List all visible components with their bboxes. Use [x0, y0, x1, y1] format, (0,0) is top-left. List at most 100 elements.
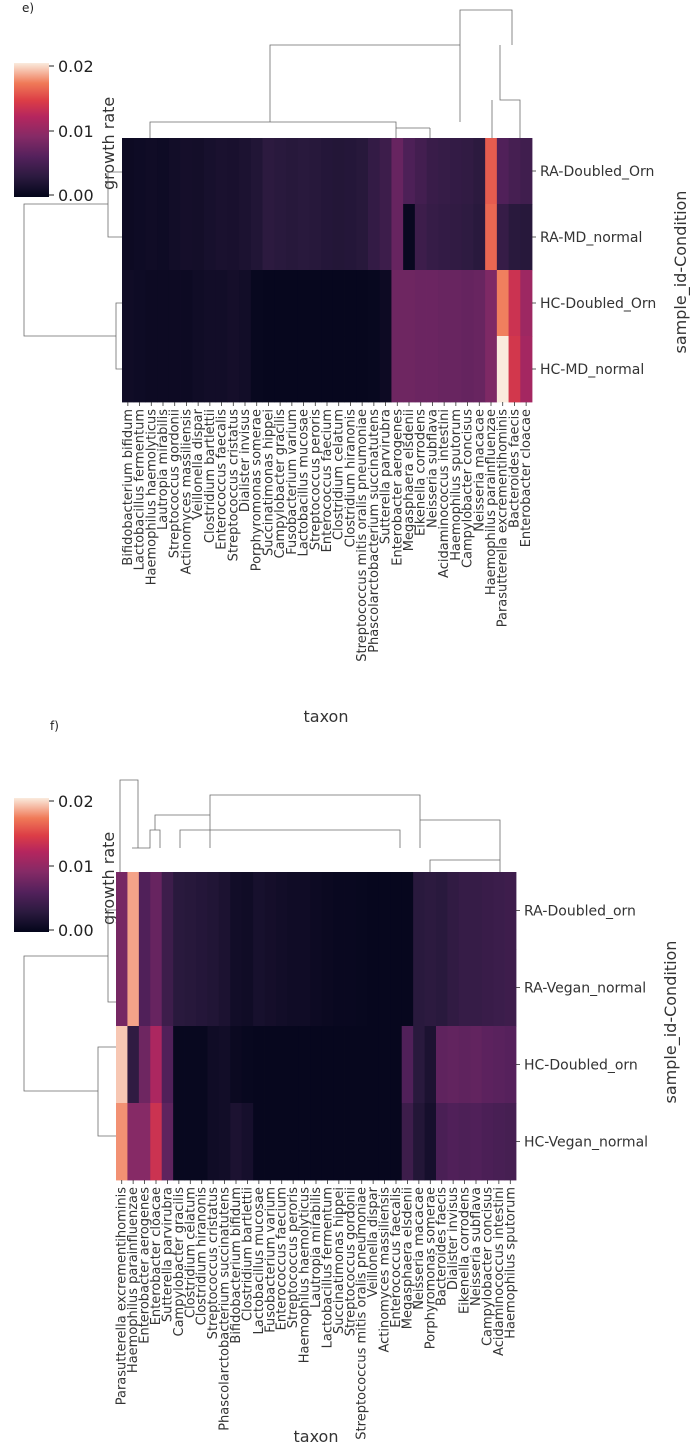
- heatmap-cell: [150, 949, 163, 1027]
- heatmap-cell: [250, 204, 263, 271]
- x-tick-label: Campylobacter concisus: [461, 409, 476, 568]
- heatmap-cell: [264, 949, 277, 1027]
- panel-label: e): [22, 1, 34, 15]
- heatmap-cell: [116, 949, 128, 1027]
- heatmap-cell: [253, 1103, 265, 1181]
- heatmap-cell: [122, 336, 135, 403]
- heatmap-cell: [157, 336, 170, 403]
- heatmap-cell: [413, 949, 425, 1027]
- heatmap-cell: [485, 138, 498, 205]
- heatmap-cell: [264, 1103, 277, 1181]
- heatmap-cell: [391, 138, 404, 205]
- heatmap-cell: [157, 204, 170, 271]
- heatmap-cell: [520, 270, 533, 337]
- colorbar-tick-label: 0.02: [58, 57, 94, 76]
- heatmap-cell: [344, 336, 357, 403]
- heatmap-cell: [367, 872, 380, 950]
- x-tick-label: Clostridium bartlettii: [203, 409, 218, 543]
- x-tick-label: Campylobacter gracilis: [172, 1187, 187, 1337]
- heatmap-cell: [310, 1103, 323, 1181]
- x-tick-label: Streptococcus gordonii: [168, 409, 183, 558]
- heatmap-cell: [180, 138, 193, 205]
- x-tick-label: Porphyromonas somerae: [250, 409, 265, 571]
- heatmap-cell: [297, 138, 310, 205]
- y-tick-label: RA-Doubled_Orn: [540, 164, 654, 180]
- heatmap-cell: [321, 270, 334, 337]
- heatmap-cell: [264, 872, 277, 950]
- x-tick-label: Haemophilus sputorum: [449, 409, 464, 561]
- heatmap-cell: [287, 949, 300, 1027]
- colorbar-tick-label: 0.01: [58, 857, 94, 876]
- heatmap-cell: [298, 949, 311, 1027]
- heatmap-cell: [390, 1026, 403, 1104]
- colorbar-tick-label: 0.00: [58, 186, 94, 205]
- x-tick-label: Enterobacter cloacae: [519, 409, 534, 547]
- heatmap-cell: [298, 872, 311, 950]
- heatmap-cell: [333, 872, 345, 950]
- heatmap-cell: [150, 1103, 163, 1181]
- x-tick-label: Haemophilus sputorum: [503, 1187, 518, 1339]
- heatmap-cell: [239, 270, 252, 337]
- heatmap-cell: [253, 949, 265, 1027]
- heatmap-cell: [391, 204, 404, 271]
- x-tick-label: Dialister invisus: [446, 1187, 461, 1290]
- heatmap-cell: [470, 949, 483, 1027]
- row-labels: RA-Doubled_Orn RA-MD_normal HC-Doubled_Orn…: [532, 164, 656, 378]
- x-tick-label: Streptococcus peroris: [308, 409, 323, 550]
- heatmap-cell: [133, 204, 146, 271]
- colorbar: [14, 798, 49, 932]
- heatmap-cell: [196, 949, 208, 1027]
- heatmap-cell: [230, 1026, 243, 1104]
- heatmap-cell: [133, 138, 146, 205]
- x-tick-label: Clostridium celatum: [183, 1187, 198, 1318]
- y-tick-label: HC-Doubled_Orn: [540, 296, 656, 312]
- x-tick-label: Campylobacter gracilis: [273, 409, 288, 559]
- row-labels: RA-Doubled_orn RA-Vegan_normal HC-Doubled_…: [516, 904, 648, 1151]
- heatmap-cell: [241, 949, 254, 1027]
- heatmap-cell: [496, 336, 509, 403]
- heatmap-cell: [127, 949, 140, 1027]
- heatmap-cell: [520, 204, 533, 271]
- heatmap-cell: [138, 949, 151, 1027]
- heatmap-cell: [520, 336, 533, 403]
- heatmap-cell: [356, 1103, 368, 1181]
- heatmap-cell: [438, 336, 451, 403]
- x-tick-label: Streptococcus peroris: [286, 1187, 301, 1328]
- heatmap-cell: [297, 336, 310, 403]
- heatmap-cell: [253, 872, 265, 950]
- heatmap-cell: [426, 138, 439, 205]
- row-dendrogram: [23, 909, 116, 1137]
- heatmap-cell: [344, 204, 357, 271]
- heatmap-cell: [287, 1026, 300, 1104]
- heatmap-cell: [403, 336, 416, 403]
- heatmap-cell: [436, 1103, 448, 1181]
- x-tick-label: Neisseria macacae: [472, 409, 487, 532]
- heatmap-cell: [168, 138, 181, 205]
- heatmap-cell: [379, 336, 392, 403]
- heatmap-cell: [276, 872, 288, 950]
- heatmap-cell: [344, 872, 357, 950]
- heatmap-cell: [378, 949, 391, 1027]
- heatmap-cell: [321, 336, 334, 403]
- heatmap-cell: [508, 270, 521, 337]
- heatmap-cell: [414, 204, 427, 271]
- heatmap-cell: [184, 1103, 197, 1181]
- x-tick-label: Haemophilus parainfluenzae: [126, 1187, 141, 1373]
- heatmap-cell: [436, 1026, 448, 1104]
- colorbar-title: growth rate: [99, 832, 118, 925]
- colorbar-ticks: 0.02 0.01 0.00: [49, 57, 94, 205]
- heatmap-cell: [378, 1026, 391, 1104]
- x-tick-label: Bifidobacterium bifidum: [121, 409, 136, 566]
- heatmap-cell: [496, 270, 509, 337]
- x-tick-label: Enterobacter aerogenes: [138, 1187, 153, 1344]
- heatmap-cell: [461, 204, 474, 271]
- heatmap-cell: [204, 204, 217, 271]
- heatmap-cell: [204, 138, 217, 205]
- heatmap-cell: [157, 138, 170, 205]
- heatmap-cell: [378, 1103, 391, 1181]
- heatmap-cell: [379, 138, 392, 205]
- heatmap-cell: [496, 204, 509, 271]
- heatmap-cell: [520, 138, 533, 205]
